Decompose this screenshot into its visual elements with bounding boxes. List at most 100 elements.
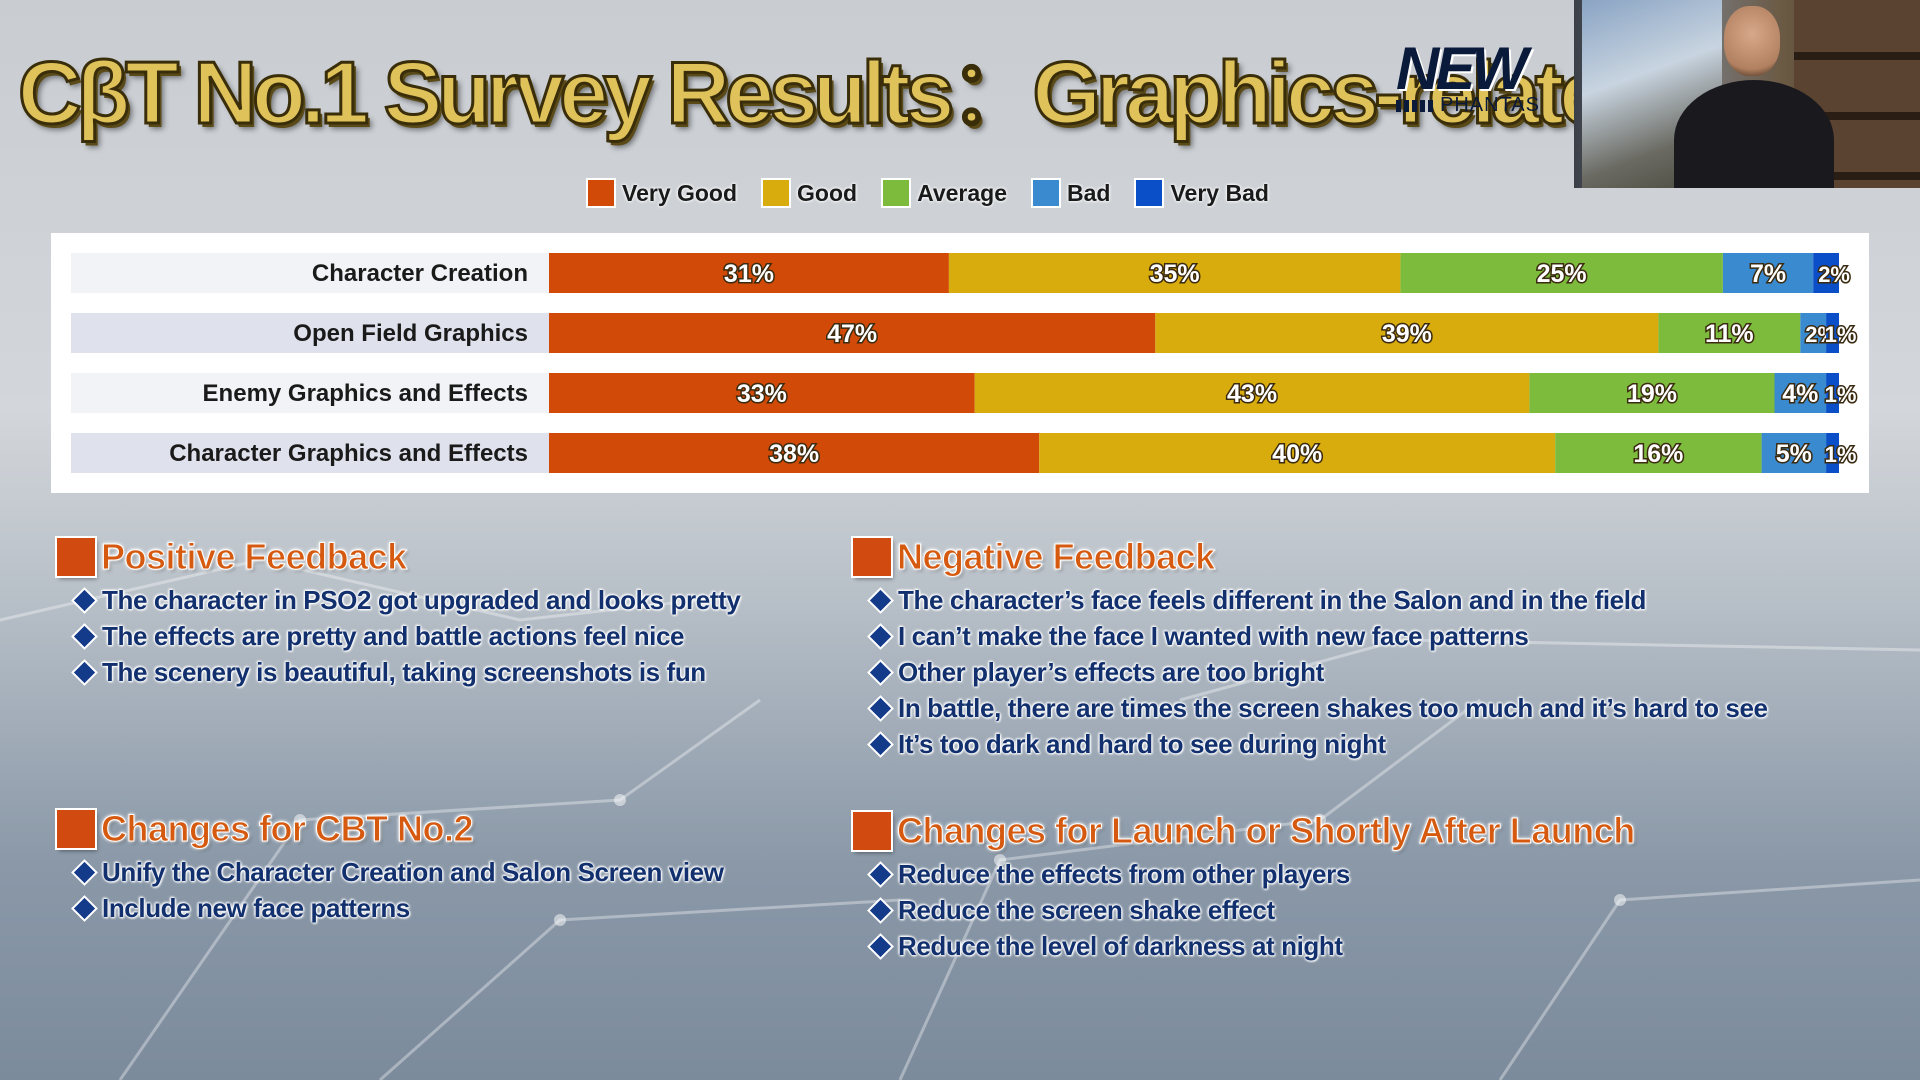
- legend-label-very-bad: Very Bad: [1170, 179, 1269, 206]
- launch-changes-title: Changes for Launch or Shortly After Laun…: [897, 810, 1636, 852]
- list-item-text: Reduce the screen shake effect: [898, 894, 1275, 925]
- diamond-bullet-icon: [869, 935, 892, 957]
- diamond-bullet-icon: [73, 625, 96, 647]
- list-item: Include new face patterns: [73, 890, 724, 926]
- legend-item-very-good: Very Good: [588, 180, 737, 207]
- bar-segment-very-good: [549, 373, 975, 413]
- data-label: 38%: [769, 440, 819, 468]
- cbt2-changes-title: Changes for CBT No.2: [100, 808, 474, 850]
- negative-feedback-section: Negative Feedback The character’s face f…: [853, 536, 1768, 762]
- negative-feedback-header: Negative Feedback: [853, 536, 1768, 578]
- data-label: 33%: [737, 380, 787, 408]
- category-label: Character Creation: [312, 260, 528, 287]
- list-item: The scenery is beautiful, taking screens…: [73, 654, 740, 690]
- legend-label-bad: Bad: [1067, 179, 1111, 206]
- legend-swatch-good: [763, 180, 790, 206]
- list-item-text: Other player’s effects are too bright: [898, 656, 1324, 687]
- negative-feedback-list: The character’s face feels different in …: [853, 582, 1768, 762]
- data-label: 25%: [1537, 260, 1587, 288]
- data-label: 16%: [1633, 440, 1683, 468]
- positive-feedback-list: The character in PSO2 got upgraded and l…: [57, 582, 741, 690]
- legend-item-average: Average: [883, 180, 1007, 207]
- data-label: 1%: [1825, 322, 1857, 347]
- bar-segment-bad: [1774, 373, 1827, 413]
- data-label: 7%: [1750, 260, 1786, 288]
- data-label: 5%: [1776, 440, 1812, 468]
- list-item: I can’t make the face I wanted with new …: [869, 618, 1768, 654]
- bar-segment-very-good: [549, 433, 1040, 473]
- list-item-text: Reduce the effects from other players: [898, 858, 1350, 889]
- list-item-text: The effects are pretty and battle action…: [102, 620, 685, 651]
- diamond-bullet-icon: [73, 589, 96, 611]
- orange-square-icon: [57, 810, 95, 848]
- legend-item-bad: Bad: [1033, 180, 1110, 207]
- list-item-text: I can’t make the face I wanted with new …: [898, 620, 1529, 651]
- logo-subtext: PHANTAS: [1440, 94, 1540, 116]
- legend-label-good: Good: [797, 179, 858, 206]
- positive-feedback-header: Positive Feedback: [57, 536, 740, 578]
- bar-segment-average: [1529, 373, 1775, 413]
- list-item-text: It’s too dark and hard to see during nig…: [898, 728, 1386, 759]
- list-item: Reduce the level of darkness at night: [869, 928, 1635, 964]
- list-item: Reduce the effects from other players: [869, 856, 1635, 892]
- bar-segment-good: [974, 373, 1530, 413]
- cbt2-changes-list: Unify the Character Creation and Salon S…: [57, 854, 724, 926]
- orange-square-icon: [57, 538, 95, 576]
- launch-changes-header: Changes for Launch or Shortly After Laun…: [853, 810, 1636, 852]
- legend-item-very-bad: Very Bad: [1136, 179, 1269, 207]
- bar-segment-very-bad: [1826, 373, 1839, 413]
- bar-segment-good: [948, 253, 1401, 293]
- category-label-band: [71, 433, 549, 473]
- data-label: 40%: [1272, 440, 1322, 468]
- data-label: 31%: [724, 260, 774, 288]
- list-item-text: In battle, there are times the screen sh…: [898, 692, 1768, 723]
- list-item: The effects are pretty and battle action…: [73, 618, 740, 654]
- bar-segment-good: [1155, 313, 1659, 353]
- list-item: The character in PSO2 got upgraded and l…: [73, 582, 741, 618]
- legend-swatch-very-bad: [1136, 180, 1163, 206]
- bar-segment-very-bad: [1826, 433, 1839, 473]
- bar-segment-bad: [1800, 313, 1827, 353]
- new-phantasy-logo: NEW PHANTAS: [1372, 20, 1572, 120]
- category-label-band: [71, 313, 549, 353]
- bar-segment-very-bad: [1813, 253, 1839, 293]
- cbt2-changes-header: Changes for CBT No.2: [57, 808, 724, 850]
- presenter-webcam-image: [1574, 0, 1920, 188]
- data-label: 47%: [827, 320, 877, 348]
- data-label: 1%: [1825, 382, 1857, 407]
- data-label: 2%: [1818, 262, 1850, 287]
- positive-feedback-section: Positive Feedback The character in PSO2 …: [57, 536, 741, 690]
- category-label-band: [71, 253, 549, 293]
- data-label: 11%: [1705, 320, 1754, 348]
- list-item: In battle, there are times the screen sh…: [869, 690, 1768, 726]
- data-label: 1%: [1825, 442, 1857, 467]
- list-item-text: The character’s face feels different in …: [898, 584, 1647, 615]
- bar-segment-average: [1555, 433, 1762, 473]
- category-label: Enemy Graphics and Effects: [203, 380, 528, 407]
- negative-feedback-title: Negative Feedback: [897, 536, 1216, 578]
- orange-square-icon: [853, 812, 891, 850]
- legend-swatch-very-good: [588, 180, 614, 206]
- bar-segment-bad: [1761, 433, 1827, 473]
- list-item: Reduce the screen shake effect: [869, 892, 1635, 928]
- diamond-bullet-icon: [73, 661, 96, 683]
- category-label: Character Graphics and Effects: [169, 440, 528, 467]
- legend-swatch-bad: [1033, 180, 1060, 206]
- legend-label-average: Average: [917, 179, 1008, 206]
- diamond-bullet-icon: [869, 899, 892, 921]
- diamond-bullet-icon: [73, 897, 96, 919]
- presenter-head: [1724, 6, 1780, 76]
- bar-segment-average: [1658, 313, 1801, 353]
- chart-legend: Very Good Good Average Bad Very Bad: [588, 178, 1269, 208]
- chart-panel: Character Creation 31% 35% 25% 7% 2% Open Fiel…: [51, 233, 1869, 493]
- list-item-text: Reduce the level of darkness at night: [898, 930, 1343, 961]
- diamond-bullet-icon: [869, 625, 892, 647]
- bar-segment-good: [1039, 433, 1556, 473]
- list-item: Unify the Character Creation and Salon S…: [73, 854, 724, 890]
- list-item: Other player’s effects are too bright: [869, 654, 1768, 690]
- orange-square-icon: [853, 538, 891, 576]
- list-item: The character’s face feels different in …: [869, 582, 1768, 618]
- list-item-text: Include new face patterns: [102, 892, 410, 923]
- category-label: Open Field Graphics: [293, 320, 528, 347]
